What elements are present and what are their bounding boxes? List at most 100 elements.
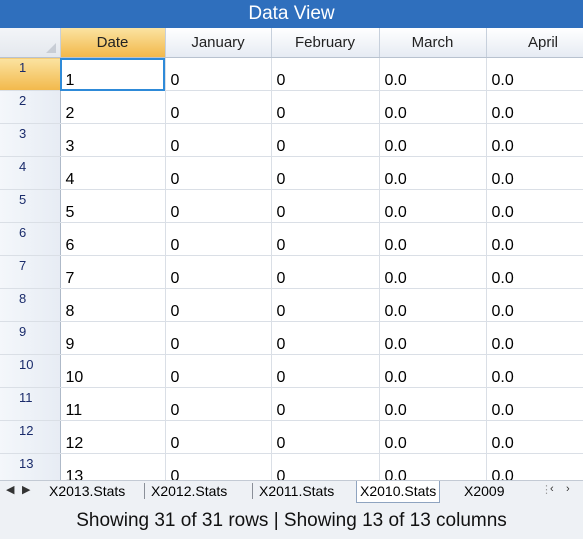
table-cell[interactable]: 13 [60, 453, 166, 480]
table-row[interactable]: 4 4 0 0 0.0 0.0 [0, 156, 583, 190]
table-cell[interactable]: 0 [271, 222, 380, 256]
row-header[interactable]: 1 [0, 57, 61, 91]
table-cell[interactable]: 0 [165, 420, 272, 454]
column-header-february[interactable]: February [271, 28, 380, 58]
table-cell[interactable]: 12 [60, 420, 166, 454]
table-row[interactable]: 12 12 0 0 0.0 0.0 [0, 420, 583, 454]
table-cell[interactable]: 0 [165, 57, 272, 91]
table-cell[interactable]: 0 [165, 255, 272, 289]
table-row[interactable]: 6 6 0 0 0.0 0.0 [0, 222, 583, 256]
sheet-tab-x2011[interactable]: X2011.Stats [259, 483, 335, 499]
table-cell[interactable]: 0 [271, 255, 380, 289]
table-cell[interactable]: 0.0 [486, 255, 583, 289]
table-cell[interactable]: 0 [271, 57, 380, 91]
data-grid[interactable]: Date January February March April 1 1 0 0 0.… [0, 28, 583, 480]
table-cell[interactable]: 9 [60, 321, 166, 355]
table-cell[interactable]: 0.0 [379, 57, 487, 91]
table-cell[interactable]: 0 [165, 222, 272, 256]
table-cell[interactable]: 0 [271, 420, 380, 454]
table-cell[interactable]: 2 [60, 90, 166, 124]
row-header[interactable]: 7 [0, 255, 61, 289]
table-row[interactable]: 9 9 0 0 0.0 0.0 [0, 321, 583, 355]
column-header-january[interactable]: January [165, 28, 272, 58]
tab-scroll-right-icon[interactable]: ▶ [22, 484, 31, 496]
table-cell[interactable]: 0 [271, 288, 380, 322]
table-cell[interactable]: 0.0 [486, 57, 583, 91]
table-cell[interactable]: 6 [60, 222, 166, 256]
tabs-splitter-icon[interactable]: ⋮ [541, 484, 552, 496]
table-cell[interactable]: 8 [60, 288, 166, 322]
table-cell[interactable]: 0 [271, 156, 380, 190]
table-cell[interactable]: 0.0 [379, 189, 487, 223]
row-header[interactable]: 2 [0, 90, 61, 124]
select-all-corner[interactable] [0, 28, 61, 58]
row-header[interactable]: 5 [0, 189, 61, 223]
table-row[interactable]: 8 8 0 0 0.0 0.0 [0, 288, 583, 322]
scroll-right-icon[interactable]: › [566, 483, 570, 495]
table-cell[interactable]: 4 [60, 156, 166, 190]
table-row[interactable]: 1 1 0 0 0.0 0.0 [0, 57, 583, 91]
table-cell[interactable]: 0 [165, 354, 272, 388]
sheet-tab-x2010-active[interactable]: X2010.Stats [356, 481, 441, 503]
table-cell[interactable]: 3 [60, 123, 166, 157]
table-cell[interactable]: 0.0 [486, 354, 583, 388]
table-row[interactable]: 11 11 0 0 0.0 0.0 [0, 387, 583, 421]
sheet-tab-x2013[interactable]: X2013.Stats [49, 483, 126, 499]
table-row[interactable]: 13 13 0 0 0.0 0.0 [0, 453, 583, 480]
table-cell[interactable]: 0.0 [486, 288, 583, 322]
table-cell[interactable]: 0.0 [486, 222, 583, 256]
table-cell[interactable]: 0.0 [379, 453, 487, 480]
table-row[interactable]: 10 10 0 0 0.0 0.0 [0, 354, 583, 388]
table-cell[interactable]: 0.0 [379, 420, 487, 454]
table-cell[interactable]: 0.0 [486, 156, 583, 190]
table-cell[interactable]: 0 [165, 156, 272, 190]
table-cell[interactable]: 10 [60, 354, 166, 388]
sheet-tab-x2009[interactable]: X2009 [464, 483, 505, 499]
table-cell[interactable]: 0.0 [379, 156, 487, 190]
table-cell[interactable]: 0 [271, 387, 380, 421]
row-header[interactable]: 10 [0, 354, 61, 388]
table-cell[interactable]: 0 [165, 387, 272, 421]
row-header[interactable]: 11 [0, 387, 61, 421]
table-cell[interactable]: 0.0 [486, 189, 583, 223]
sheet-tab-x2012[interactable]: X2012.Stats [151, 483, 228, 499]
row-header[interactable]: 8 [0, 288, 61, 322]
table-cell[interactable]: 0.0 [486, 387, 583, 421]
table-row[interactable]: 3 3 0 0 0.0 0.0 [0, 123, 583, 157]
table-cell[interactable]: 0 [271, 189, 380, 223]
column-header-april[interactable]: April [486, 28, 583, 58]
table-cell[interactable]: 0.0 [379, 222, 487, 256]
table-cell[interactable]: 0 [165, 453, 272, 480]
table-cell[interactable]: 0.0 [379, 90, 487, 124]
table-cell[interactable]: 0.0 [486, 453, 583, 480]
row-header[interactable]: 4 [0, 156, 61, 190]
table-cell[interactable]: 7 [60, 255, 166, 289]
table-cell[interactable]: 0.0 [486, 123, 583, 157]
table-row[interactable]: 2 2 0 0 0.0 0.0 [0, 90, 583, 124]
table-cell[interactable]: 5 [60, 189, 166, 223]
table-cell[interactable]: 0.0 [379, 387, 487, 421]
table-cell[interactable]: 0.0 [486, 420, 583, 454]
row-header[interactable]: 9 [0, 321, 61, 355]
table-cell[interactable]: 0.0 [379, 354, 487, 388]
row-header[interactable]: 6 [0, 222, 61, 256]
table-row[interactable]: 5 5 0 0 0.0 0.0 [0, 189, 583, 223]
table-cell[interactable]: 0 [165, 288, 272, 322]
table-cell[interactable]: 0.0 [379, 123, 487, 157]
table-cell[interactable]: 0 [271, 90, 380, 124]
table-cell[interactable]: 0.0 [486, 321, 583, 355]
table-cell[interactable]: 0 [271, 453, 380, 480]
table-cell[interactable]: 0.0 [379, 255, 487, 289]
row-header[interactable]: 12 [0, 420, 61, 454]
table-cell[interactable]: 0 [165, 189, 272, 223]
tab-scroll-left-icon[interactable]: ◀ [6, 484, 15, 496]
scroll-left-icon[interactable]: ‹ [550, 483, 554, 495]
table-row[interactable]: 7 7 0 0 0.0 0.0 [0, 255, 583, 289]
table-cell[interactable]: 11 [60, 387, 166, 421]
table-cell[interactable]: 0.0 [379, 288, 487, 322]
row-header[interactable]: 3 [0, 123, 61, 157]
column-header-march[interactable]: March [379, 28, 487, 58]
table-cell[interactable]: 0.0 [486, 90, 583, 124]
table-cell[interactable]: 0 [271, 123, 380, 157]
table-cell[interactable]: 0 [271, 321, 380, 355]
